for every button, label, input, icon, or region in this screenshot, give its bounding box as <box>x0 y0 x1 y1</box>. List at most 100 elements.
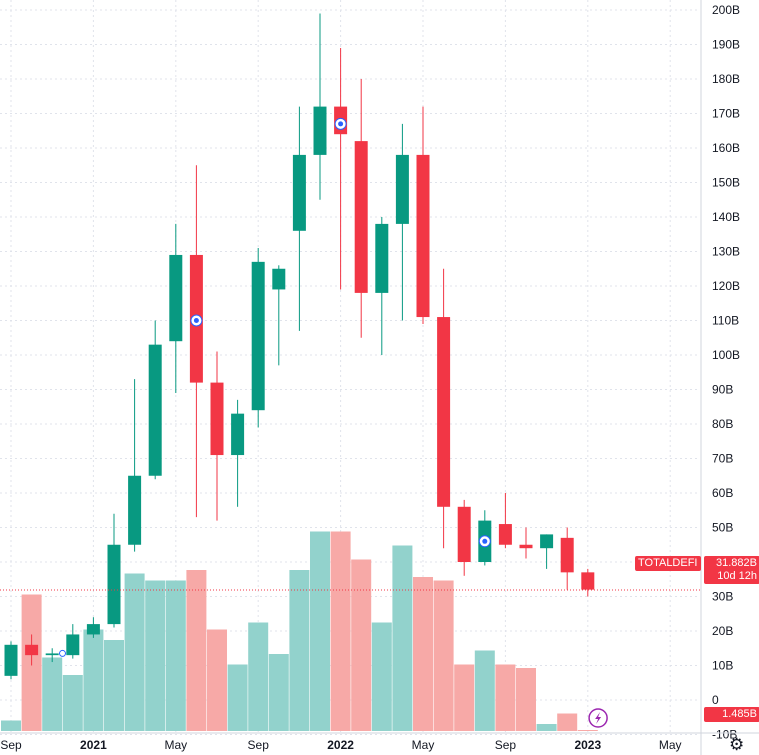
candle[interactable] <box>45 648 59 663</box>
y-tick-label: 200B <box>712 3 740 17</box>
x-tick-label: 2021 <box>80 738 107 752</box>
x-tick-label: Sep <box>0 738 22 752</box>
candle[interactable] <box>292 106 306 331</box>
candle[interactable] <box>560 527 574 590</box>
y-tick-label: 70B <box>712 452 733 466</box>
candle-body <box>519 544 533 549</box>
candle-body <box>498 524 512 545</box>
time-axis[interactable]: Sep 2021 May Sep 2022 May Sep 2023 May <box>0 732 759 752</box>
price-axis[interactable]: 200B 190B 180B 170B 160B 150B 140B 130B 120B 110B… <box>700 0 740 755</box>
volume-bar <box>433 580 454 731</box>
volume-bar <box>516 668 536 731</box>
candle[interactable] <box>107 513 121 628</box>
y-tick-label: 30B <box>712 590 733 604</box>
candle-body <box>292 154 306 231</box>
volume-bar <box>227 664 248 731</box>
y-tick-label: 110B <box>712 314 739 328</box>
y-tick-label: 60B <box>712 486 733 500</box>
candle-body <box>251 261 265 411</box>
bar-countdown: 10d 12h <box>717 570 757 582</box>
candle[interactable] <box>519 527 533 559</box>
candle-body <box>272 268 286 290</box>
volume-bar <box>42 657 63 731</box>
candle[interactable] <box>498 493 512 549</box>
candle[interactable] <box>66 624 80 659</box>
candle[interactable] <box>540 534 554 569</box>
volume-bar <box>536 724 557 731</box>
volume-bar <box>392 545 413 731</box>
candle[interactable] <box>251 248 265 428</box>
candle[interactable] <box>231 399 245 507</box>
candle[interactable] <box>4 641 18 680</box>
volume-bar <box>557 713 578 731</box>
event-marker-dot <box>482 538 488 544</box>
event-marker-dot <box>193 318 199 323</box>
candle[interactable] <box>86 617 100 638</box>
volume-bars <box>1 531 598 731</box>
x-tick-label: Sep <box>495 738 517 752</box>
volume-bar <box>145 580 166 731</box>
candle-body <box>169 254 183 342</box>
candle-body <box>416 154 430 318</box>
y-tick-label: 160B <box>712 141 740 155</box>
candle[interactable] <box>210 351 224 521</box>
volume-bar <box>124 573 145 731</box>
candle[interactable] <box>148 320 162 480</box>
candle-body <box>86 624 100 635</box>
volume-bar <box>495 664 516 731</box>
volume-bar <box>454 664 475 731</box>
y-tick-label: 50B <box>712 521 733 535</box>
volume-bar <box>268 654 289 731</box>
candle-body <box>457 506 471 562</box>
y-tick-label: 120B <box>712 279 740 293</box>
candle[interactable] <box>313 13 327 200</box>
candle-body <box>375 223 389 293</box>
y-tick-label: 0 <box>712 693 719 707</box>
candle[interactable] <box>416 106 430 324</box>
x-tick-label: May <box>164 738 187 752</box>
candles <box>4 13 595 680</box>
y-tick-label: 190B <box>712 38 740 52</box>
candle[interactable] <box>437 268 451 549</box>
y-tick-label: 80B <box>712 417 733 431</box>
candle[interactable] <box>169 223 183 393</box>
candle[interactable] <box>395 123 409 321</box>
event-marker-dot <box>338 121 344 127</box>
split-marker-icon[interactable] <box>59 649 66 657</box>
volume-bar <box>413 577 433 731</box>
candle[interactable] <box>581 568 595 597</box>
candle-body <box>354 141 368 293</box>
candle-body <box>581 572 595 590</box>
candle[interactable] <box>375 217 389 355</box>
x-tick-label: May <box>412 738 435 752</box>
candle[interactable] <box>189 165 203 518</box>
candle-body <box>128 475 142 545</box>
x-tick-label: 2023 <box>574 738 601 752</box>
event-markers[interactable] <box>59 117 608 728</box>
candle[interactable] <box>128 379 142 552</box>
volume-bar <box>1 720 21 731</box>
y-tick-label: 170B <box>712 107 740 121</box>
symbol-tag: TOTALDEFI <box>635 556 701 571</box>
candle-body <box>66 634 80 656</box>
volume-bar <box>248 622 269 731</box>
volume-bar <box>577 730 598 731</box>
y-tick-label: 20B <box>712 624 733 638</box>
candle[interactable] <box>272 265 286 366</box>
candle-body <box>313 106 327 155</box>
candle[interactable] <box>334 47 348 290</box>
y-tick-label: 90B <box>712 383 733 397</box>
gear-icon[interactable]: ⚙ <box>729 735 745 755</box>
candle-body <box>107 544 121 625</box>
x-tick-label: Sep <box>248 738 270 752</box>
candle[interactable] <box>354 79 368 338</box>
volume-bar <box>165 580 186 731</box>
volume-bar <box>83 629 104 731</box>
candle[interactable] <box>25 634 39 666</box>
candle[interactable] <box>457 499 471 576</box>
candle-body <box>210 382 224 456</box>
volume-bar <box>62 675 83 731</box>
price-tag: 31.882B 10d 12h <box>704 556 759 584</box>
volume-bar <box>104 640 124 731</box>
